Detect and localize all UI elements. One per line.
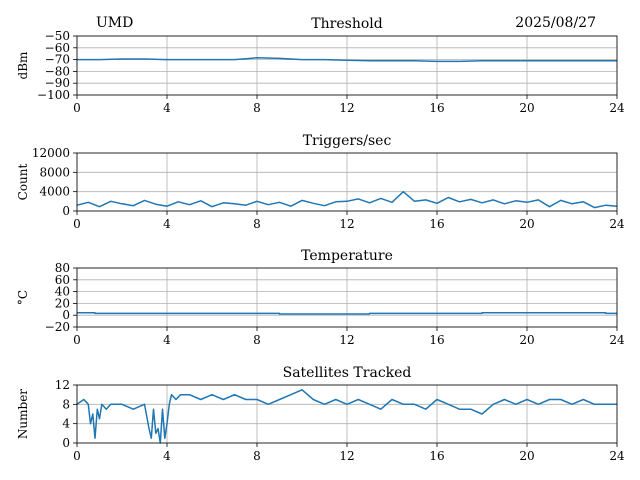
y-tick-label: −70 [45,53,70,67]
series-line-satellites [76,389,617,444]
x-tick-label: 0 [73,217,81,231]
y-axis-label: °C [16,290,30,305]
y-axis-label: Count [16,163,30,200]
x-tick-label: 24 [609,333,625,347]
y-tick-label: 0 [62,308,70,322]
x-tick-label: 20 [519,333,534,347]
x-tick-label: 0 [73,449,81,463]
y-tick-label: 0 [62,204,70,218]
x-tick-label: 16 [429,449,444,463]
y-tick-label: 0 [62,436,70,450]
x-tick-label: 16 [429,217,444,231]
y-tick-label: 12 [55,378,70,392]
x-tick-label: 24 [609,449,625,463]
y-tick-label: 4000 [39,185,70,199]
date-label: 2025/08/27 [515,15,596,31]
x-tick-label: 20 [519,217,534,231]
x-tick-label: 20 [519,101,534,115]
x-tick-label: 12 [339,217,354,231]
subplot-title: Temperature [301,248,393,264]
x-tick-label: 4 [163,449,171,463]
y-axis-label: Number [16,389,30,439]
y-tick-label: −50 [45,29,70,43]
y-tick-label: −20 [45,320,70,334]
y-tick-label: −90 [45,76,70,90]
y-tick-label: −80 [45,64,70,78]
y-tick-label: 40 [55,285,70,299]
x-tick-label: 4 [163,217,171,231]
subplot-satellites: 0 4 8 12 16 20 24 0 4 8 12 Satellites Tracked Number [16,365,625,463]
series-line-triggers [76,190,618,209]
y-axis-label: dBm [16,51,30,80]
series-line-temperature [77,312,617,315]
x-tick-label: 8 [253,333,261,347]
x-tick-label: 8 [253,101,261,115]
site-label: UMD [96,15,133,31]
subplot-triggers: 0 4 8 12 16 20 24 0 4000 8000 12000 Triggers/sec Cou… [16,133,625,231]
x-tick-label: 24 [609,101,625,115]
x-tick-label: 16 [429,333,444,347]
x-tick-label: 20 [519,449,534,463]
y-tick-label: 8 [62,397,70,411]
x-tick-label: 0 [73,333,81,347]
x-tick-label: 4 [163,101,171,115]
x-tick-label: 12 [339,333,354,347]
x-tick-label: 8 [253,449,261,463]
x-tick-label: 16 [429,101,444,115]
series-line-threshold [77,57,617,63]
x-tick-label: 24 [609,217,625,231]
subplot-title: Satellites Tracked [283,365,412,381]
y-tick-label: −60 [45,41,70,55]
y-tick-label: 8000 [39,165,70,179]
x-tick-label: 0 [73,101,81,115]
x-tick-label: 8 [253,217,261,231]
subplot-threshold: 0 4 8 12 16 20 24 −100−90−80−70−60−50 Threshold d… [16,16,625,115]
y-tick-label: 80 [55,261,70,275]
x-tick-label: 12 [339,101,354,115]
y-tick-label: 4 [62,417,70,431]
subplot-title: Threshold [311,16,382,32]
x-tick-label: 12 [339,449,354,463]
y-tick-label: 12000 [32,146,70,160]
subplot-title: Triggers/sec [303,133,392,149]
y-tick-label: −100 [37,88,70,102]
x-tick-label: 4 [163,333,171,347]
y-tick-label: 60 [55,273,70,287]
y-tick-label: 20 [55,296,70,310]
